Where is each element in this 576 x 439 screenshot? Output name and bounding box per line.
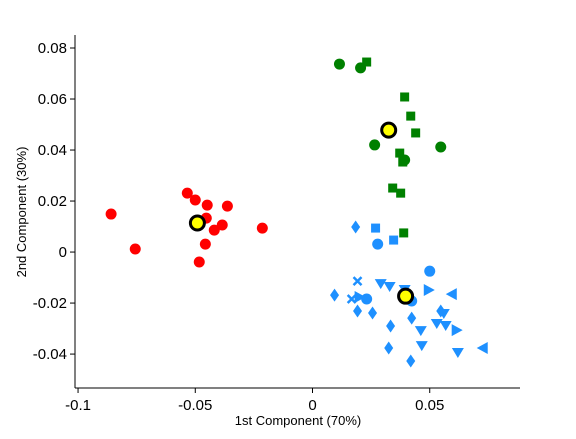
point — [351, 220, 361, 234]
centroid — [397, 287, 415, 305]
point — [386, 319, 396, 333]
y-tick-label: 0.08 — [38, 40, 67, 57]
point — [362, 57, 372, 67]
point — [384, 341, 394, 355]
point — [424, 265, 436, 277]
point — [354, 290, 366, 303]
y-tick-label: 0.06 — [38, 91, 67, 108]
point — [395, 148, 405, 158]
point — [389, 235, 399, 245]
point — [439, 321, 452, 332]
point — [476, 341, 488, 354]
y-tick-label: -0.02 — [33, 295, 67, 312]
point — [129, 243, 141, 255]
point — [396, 188, 406, 198]
point — [361, 293, 373, 305]
point — [256, 222, 268, 234]
point — [437, 309, 450, 320]
point — [399, 228, 409, 238]
point — [383, 281, 396, 292]
point — [371, 223, 381, 233]
point — [451, 348, 464, 359]
point — [181, 187, 193, 199]
centroid — [188, 214, 206, 232]
point — [451, 324, 463, 337]
point — [201, 199, 213, 211]
point — [406, 111, 416, 121]
x-tick-label: 0.05 — [415, 397, 444, 414]
point — [388, 183, 398, 193]
y-axis-label: 2nd Component (30%) — [14, 147, 29, 278]
point — [199, 238, 211, 250]
point — [415, 341, 428, 352]
y-tick-label: -0.04 — [33, 346, 67, 363]
point — [368, 306, 378, 320]
point — [208, 224, 220, 236]
point — [445, 288, 457, 301]
point — [221, 200, 233, 212]
point — [346, 294, 357, 304]
y-tick-label: 0 — [59, 244, 67, 261]
x-axis-label: 1st Component (70%) — [235, 413, 361, 428]
point — [216, 219, 228, 231]
x-tick-label: -0.05 — [178, 397, 212, 414]
point — [374, 279, 387, 290]
point — [406, 354, 416, 368]
point — [330, 288, 340, 302]
y-tick-label: 0.02 — [38, 193, 67, 210]
x-tick-label: -0.1 — [65, 397, 91, 414]
centroid — [380, 121, 398, 139]
point — [430, 318, 443, 329]
x-tick-label: 0 — [308, 397, 316, 414]
point — [193, 256, 205, 268]
point — [352, 276, 363, 287]
point — [411, 128, 421, 138]
y-tick-label: 0.04 — [38, 142, 67, 159]
point — [189, 194, 201, 206]
point — [105, 208, 117, 220]
point — [400, 92, 410, 102]
point — [369, 139, 381, 151]
point — [407, 311, 417, 325]
point — [333, 58, 345, 70]
point — [372, 238, 384, 250]
point — [435, 141, 447, 153]
point — [423, 284, 435, 297]
point — [414, 326, 427, 337]
point — [398, 157, 408, 167]
point — [353, 304, 363, 318]
